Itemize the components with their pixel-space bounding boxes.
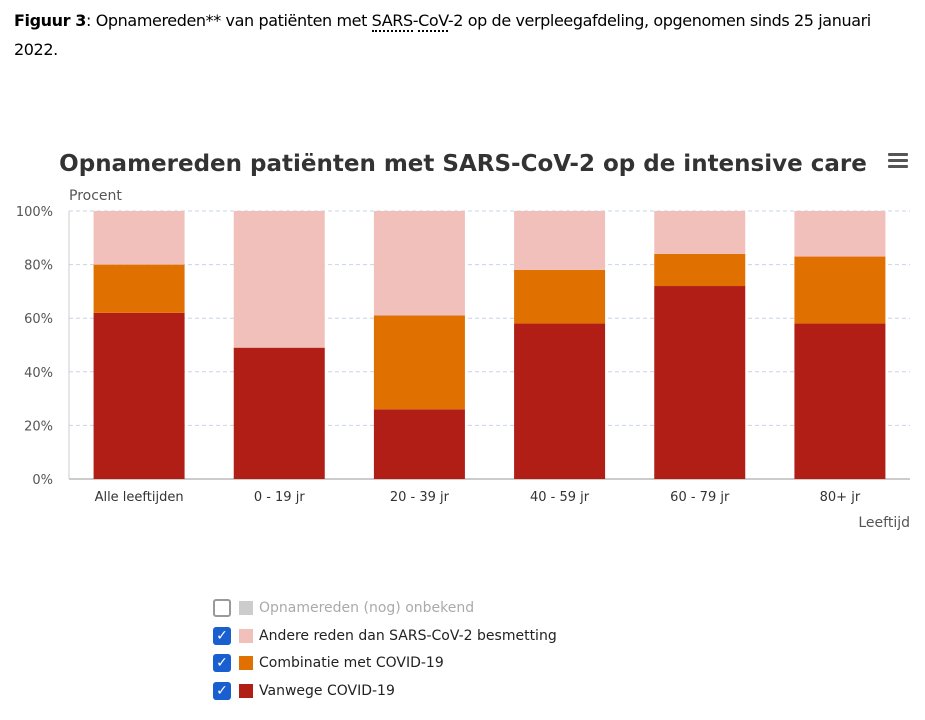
- x-tick-label: 20 - 39 jr: [390, 490, 450, 505]
- x-tick-label: 0 - 19 jr: [254, 490, 306, 505]
- y-tick-label: 0%: [32, 473, 53, 488]
- legend-item[interactable]: Opnamereden (nog) onbekend: [213, 597, 474, 619]
- figure-caption: Figuur 3: Opnamereden** van patiënten me…: [14, 6, 894, 64]
- bar-segment[interactable]: [794, 211, 886, 257]
- bar-segment[interactable]: [514, 269, 606, 324]
- chart-title: Opnamereden patiënten met SARS-CoV-2 op …: [59, 151, 867, 177]
- caption-text: : Opnamereden** van patiënten met: [86, 11, 372, 30]
- y-tick-label: 20%: [24, 419, 53, 434]
- legend-item[interactable]: ✓ Andere reden dan SARS-CoV-2 besmetting: [213, 625, 557, 647]
- bar-segment[interactable]: [654, 286, 746, 479]
- legend-item[interactable]: ✓ Combinatie met COVID-19: [213, 652, 444, 674]
- caption-dash: -: [412, 11, 419, 30]
- bar-segment[interactable]: [233, 211, 325, 348]
- bar-segment[interactable]: [514, 211, 606, 270]
- caption-text: -2 op de verpleegafdeling, opgenomen sin…: [14, 11, 871, 59]
- bar-segment[interactable]: [514, 323, 606, 479]
- legend-item[interactable]: ✓ Vanwege COVID-19: [213, 680, 395, 702]
- legend-label: Andere reden dan SARS-CoV-2 besmetting: [259, 627, 557, 644]
- y-tick-label: 60%: [24, 312, 53, 327]
- x-tick-label: 80+ jr: [820, 490, 861, 505]
- y-tick-label: 100%: [16, 205, 53, 220]
- x-tick-label: 40 - 59 jr: [530, 490, 590, 505]
- legend-swatch: [239, 656, 253, 670]
- bar-segment[interactable]: [373, 211, 465, 316]
- y-axis-label: Procent: [69, 188, 122, 204]
- x-tick-label: Alle leeftijden: [95, 490, 184, 505]
- bar-segment[interactable]: [373, 315, 465, 410]
- legend-label: Vanwege COVID-19: [259, 682, 395, 699]
- legend-label: Opnamereden (nog) onbekend: [259, 600, 475, 616]
- chart-menu-button[interactable]: [888, 153, 908, 171]
- bar-segment[interactable]: [654, 253, 746, 287]
- bar-segment[interactable]: [233, 347, 325, 479]
- bar-segment[interactable]: [93, 312, 185, 479]
- bar-segment[interactable]: [93, 264, 185, 313]
- legend-swatch: [239, 628, 253, 643]
- figure-number: Figuur 3: [14, 11, 87, 30]
- y-tick-label: 80%: [24, 259, 53, 274]
- bar-segment[interactable]: [654, 211, 746, 254]
- legend-swatch: [239, 683, 253, 698]
- legend-checkbox[interactable]: ✓: [213, 654, 231, 672]
- bar-segment[interactable]: [373, 409, 465, 479]
- legend-checkbox[interactable]: ✓: [213, 626, 231, 645]
- legend-swatch: [239, 601, 253, 615]
- bar-segment[interactable]: [794, 256, 886, 324]
- legend-label: Combinatie met COVID-19: [259, 655, 444, 671]
- legend-checkbox[interactable]: [213, 599, 231, 617]
- x-tick-label: 60 - 79 jr: [670, 490, 730, 505]
- abbr-cov[interactable]: CoV: [418, 11, 448, 32]
- chart: Opnamereden patiënten met SARS-CoV-2 op …: [16, 151, 910, 531]
- bar-segment[interactable]: [794, 323, 886, 479]
- y-tick-label: 40%: [24, 366, 53, 381]
- bar-segment[interactable]: [93, 211, 185, 265]
- legend-checkbox[interactable]: ✓: [213, 681, 231, 700]
- x-axis-label: Leeftijd: [858, 515, 910, 531]
- abbr-sars[interactable]: SARS: [371, 11, 413, 32]
